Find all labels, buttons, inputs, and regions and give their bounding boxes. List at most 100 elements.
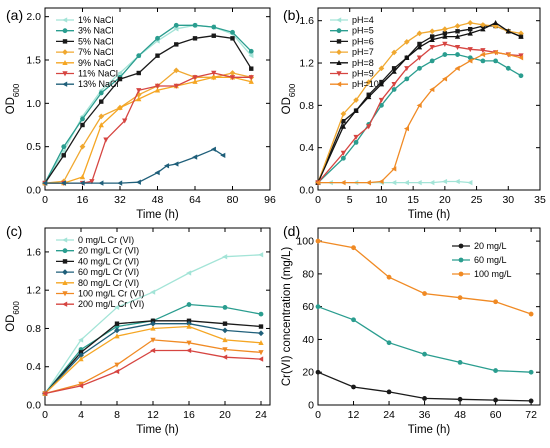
legend-label: 100 mg/L Cr (VI) [78, 289, 144, 299]
data-point [341, 119, 346, 124]
data-point [365, 79, 372, 85]
data-point [391, 49, 397, 56]
series [42, 74, 254, 186]
data-point [192, 22, 198, 28]
x-tick-label: 80 [227, 194, 239, 206]
y-tick-label: 1.6 [26, 246, 41, 258]
data-point [351, 384, 356, 390]
data-point [366, 124, 372, 130]
series [42, 347, 264, 397]
series-line [317, 306, 532, 373]
data-point [60, 148, 66, 154]
x-tick-label: 16 [183, 409, 195, 421]
data-point [416, 30, 423, 37]
legend-label: pH=6 [352, 36, 374, 46]
x-tick-label: 0 [315, 409, 321, 421]
y-axis-label: Cr(VI) concentration (mg/L) [281, 247, 293, 386]
legend-marker [458, 257, 464, 263]
y-tick-label: 1.6 [299, 15, 314, 27]
data-point [378, 65, 385, 72]
data-point [150, 320, 156, 327]
series-line [44, 69, 252, 184]
data-point [429, 179, 435, 186]
series-line [44, 323, 262, 394]
legend-marker [336, 28, 342, 34]
y-axis-label: OD600 [5, 83, 21, 114]
data-point [98, 90, 104, 96]
data-point [492, 19, 499, 26]
y-axis-label: OD600 [5, 301, 21, 332]
data-point [98, 180, 104, 186]
data-point [429, 58, 435, 64]
data-point [386, 274, 392, 280]
data-point [441, 178, 448, 185]
data-point [505, 51, 511, 58]
data-point [454, 178, 460, 185]
data-point [186, 318, 192, 324]
data-point [150, 318, 156, 324]
data-point [230, 29, 235, 35]
data-point [61, 153, 66, 158]
legend-marker [458, 243, 464, 249]
data-point [403, 179, 409, 186]
data-point [429, 34, 435, 39]
legend-marker [62, 59, 68, 65]
data-point [429, 36, 435, 42]
x-tick-label: 0 [315, 194, 321, 206]
legend-marker [62, 248, 68, 254]
panel-label: (a) [6, 7, 23, 23]
plot-frame [44, 227, 271, 406]
data-point [211, 70, 217, 76]
data-point [192, 36, 198, 41]
x-tick-label: 0 [42, 194, 48, 206]
y-tick-label: 1.2 [299, 58, 314, 70]
data-point [211, 24, 217, 30]
data-point [248, 78, 254, 84]
legend-marker [336, 81, 342, 87]
y-axis-label: OD600 [281, 83, 297, 114]
data-point [186, 323, 192, 329]
data-point [114, 333, 120, 339]
data-point [42, 390, 48, 397]
legend-marker [336, 71, 342, 77]
data-point [229, 70, 236, 76]
data-point [78, 337, 84, 343]
data-point [442, 41, 448, 47]
series-line [317, 43, 522, 184]
data-point [117, 76, 123, 82]
legend-marker [62, 28, 68, 34]
legend-label: 60 mg/L [474, 255, 507, 265]
data-point [186, 302, 192, 307]
data-point [505, 65, 511, 71]
data-point [222, 337, 228, 343]
x-tick-label: 30 [502, 194, 514, 206]
data-point [114, 321, 120, 326]
data-point [222, 321, 228, 326]
data-point [403, 39, 410, 45]
series [315, 19, 524, 185]
plot-frame [317, 227, 541, 406]
data-point [505, 28, 511, 34]
y-tick-label: 0.4 [299, 142, 314, 154]
series [315, 49, 524, 186]
data-point [493, 397, 498, 403]
data-point [340, 179, 346, 186]
data-point [164, 163, 170, 169]
data-point [518, 55, 524, 61]
legend-label: 11% NaCl [78, 69, 118, 79]
y-tick-label: 0.5 [26, 141, 41, 153]
panel-label: (d) [283, 223, 300, 239]
legend-label: 0 mg/L Cr (VI) [78, 235, 134, 245]
data-point [457, 295, 463, 301]
data-point [528, 398, 534, 404]
data-point [79, 174, 86, 180]
legend-marker [62, 291, 68, 297]
legend-marker [336, 59, 342, 65]
legend: 0 mg/L Cr (VI)20 mg/L Cr (VI)40 mg/L Cr … [56, 235, 144, 309]
data-point [518, 73, 524, 79]
x-tick-label: 32 [114, 194, 126, 206]
data-point [442, 52, 448, 57]
x-axis-label: Time (h) [408, 209, 451, 221]
legend-label: 60 mg/L Cr (VI) [78, 267, 139, 277]
